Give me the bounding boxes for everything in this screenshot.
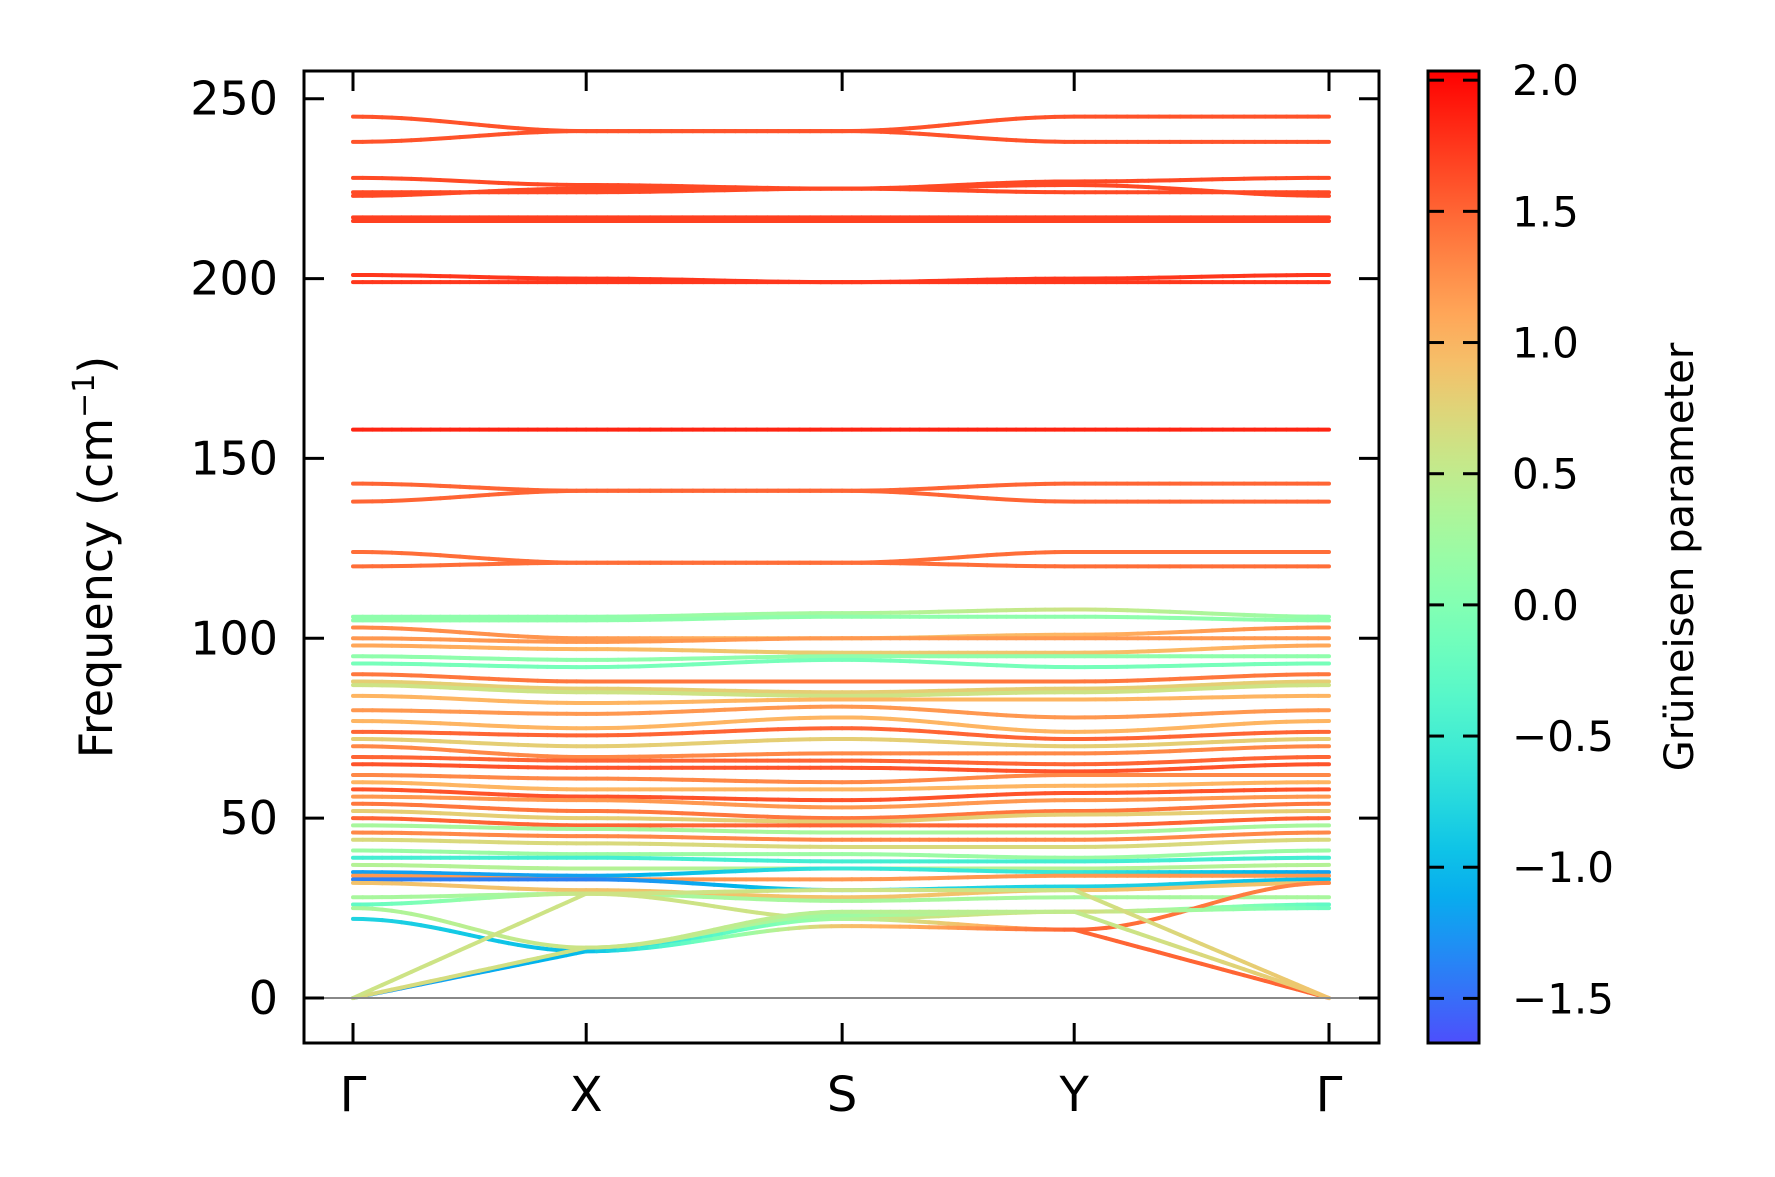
band-20 (353, 660, 1329, 667)
band-31 (353, 764, 1329, 771)
band-13 (353, 563, 1329, 567)
band-28 (353, 739, 1329, 746)
band-30 (353, 757, 1329, 764)
band-lines (353, 117, 1329, 998)
band-18 (353, 645, 1329, 652)
band-29 (353, 746, 1329, 757)
band-17 (353, 638, 1329, 642)
band-11 (353, 491, 1329, 502)
band-0 (353, 117, 1329, 131)
band-1 (353, 131, 1329, 142)
band-43 (353, 858, 1329, 862)
band-32 (353, 775, 1329, 782)
band-21 (353, 674, 1329, 681)
